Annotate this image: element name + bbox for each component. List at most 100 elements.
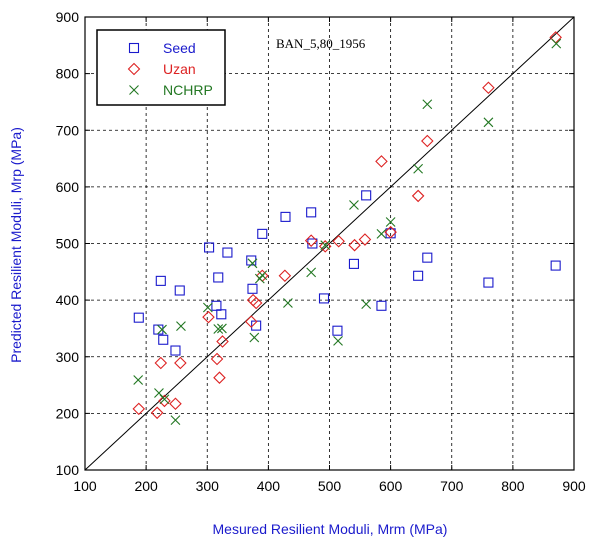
point-seed <box>174 285 185 296</box>
point-seed <box>170 345 181 356</box>
point-uzan <box>244 315 258 328</box>
point-nchrp-stroke <box>422 99 433 110</box>
point-nchrp-stroke <box>157 324 167 335</box>
point-seed <box>204 242 215 253</box>
point-uzan <box>150 406 164 420</box>
point-uzan <box>348 238 361 252</box>
legend-label-seed: Seed <box>163 40 196 56</box>
point-uzan <box>169 397 182 411</box>
point-seed <box>422 252 433 263</box>
point-nchrp-stroke <box>283 298 293 308</box>
point-uzan <box>216 335 229 348</box>
legend-box <box>96 29 226 106</box>
point-seed <box>257 228 268 239</box>
legend-marker-nchrp-stroke <box>129 85 139 95</box>
point-uzan <box>249 296 263 310</box>
point-nchrp-stroke <box>551 38 562 49</box>
point-seed <box>348 258 360 269</box>
point-seed <box>483 277 494 288</box>
point-seed <box>216 309 227 320</box>
point-seed <box>413 270 424 281</box>
point-nchrp <box>159 394 170 405</box>
point-uzan <box>158 394 171 408</box>
point-nchrp-stroke <box>176 321 186 332</box>
point-uzan <box>213 371 226 384</box>
x-tick-label: 800 <box>501 478 525 494</box>
point-nchrp <box>249 332 260 343</box>
y-tick-label: 300 <box>56 349 80 365</box>
legend-label-uzan: Uzan <box>163 61 196 77</box>
point-nchrp-stroke <box>483 117 494 128</box>
point-nchrp-stroke <box>159 394 170 405</box>
point-nchrp-stroke <box>133 375 144 385</box>
point-nchrp-stroke <box>333 336 343 346</box>
point-uzan <box>332 234 345 248</box>
point-uzan <box>384 225 397 239</box>
point-seed <box>222 247 233 258</box>
x-tick-label: 900 <box>562 478 586 494</box>
point-uzan <box>375 155 388 168</box>
point-seed <box>318 293 330 304</box>
reference-line-y-equals-x <box>84 16 575 471</box>
point-seed <box>158 334 169 345</box>
point-uzan <box>318 240 332 253</box>
point-nchrp <box>213 324 224 334</box>
point-uzan <box>154 356 168 370</box>
x-tick-label: 600 <box>379 478 403 494</box>
point-nchrp-stroke <box>306 267 317 278</box>
point-nchrp <box>157 324 167 335</box>
point-seed <box>550 260 561 271</box>
point-nchrp <box>320 240 331 251</box>
legend: Seed Uzan NCHRP <box>96 29 226 106</box>
point-nchrp-stroke <box>376 228 387 239</box>
x-tick-label: 500 <box>318 478 342 494</box>
point-nchrp <box>306 267 317 278</box>
y-tick-label: 600 <box>56 179 80 195</box>
point-seed <box>213 272 224 283</box>
axis-ticks: 100 200 300 400 500 600 700 800 900 100 200 300 400 5… <box>56 9 586 494</box>
point-nchrp <box>133 375 144 385</box>
point-nchrp-stroke <box>361 299 372 309</box>
y-tick-label: 200 <box>56 405 80 421</box>
point-uzan <box>132 402 146 416</box>
legend-marker-uzan <box>127 62 141 76</box>
point-seed <box>247 283 258 294</box>
point-nchrp-stroke <box>385 217 396 227</box>
y-tick-label: 500 <box>56 236 80 252</box>
point-nchrp <box>283 298 293 308</box>
x-axis-label: Mesured Resilient Moduli, Mrm (MPa) <box>213 521 448 537</box>
x-tick-label: 200 <box>134 478 158 494</box>
point-uzan <box>411 189 425 203</box>
data-points <box>132 31 562 426</box>
point-nchrp <box>257 270 268 281</box>
point-nchrp <box>483 117 494 128</box>
point-uzan <box>210 352 224 366</box>
point-nchrp-stroke <box>249 332 260 343</box>
point-nchrp-stroke <box>213 324 224 334</box>
point-nchrp-stroke <box>217 323 227 334</box>
y-axis-label: Predicted Resilient Moduli, Mrp (MPa) <box>8 127 24 363</box>
point-nchrp-stroke <box>257 270 268 281</box>
point-uzan <box>174 356 187 370</box>
point-uzan <box>278 269 292 283</box>
point-seed <box>306 207 317 218</box>
point-nchrp <box>176 321 186 332</box>
point-nchrp <box>333 336 343 346</box>
point-nchrp-stroke <box>170 415 181 426</box>
point-nchrp <box>217 323 227 334</box>
legend-marker-nchrp <box>129 85 139 95</box>
point-nchrp <box>247 258 258 269</box>
point-nchrp-stroke <box>349 200 359 210</box>
point-nchrp <box>170 415 181 426</box>
point-nchrp <box>422 99 433 110</box>
legend-label-nchrp: NCHRP <box>163 82 213 98</box>
y-tick-label: 900 <box>56 9 80 25</box>
point-nchrp-stroke <box>154 388 164 398</box>
y-tick-label: 400 <box>56 292 80 308</box>
y-tick-label: 100 <box>56 462 80 478</box>
point-nchrp <box>202 302 213 313</box>
point-nchrp <box>413 163 424 174</box>
point-seed <box>133 312 144 323</box>
